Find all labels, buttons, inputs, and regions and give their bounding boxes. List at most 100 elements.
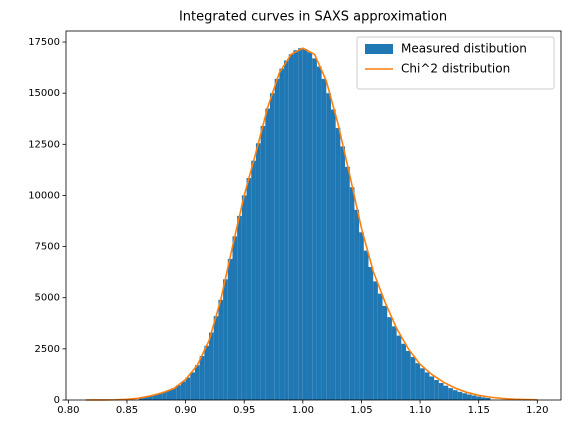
histogram-bar bbox=[260, 125, 266, 400]
histogram-bar bbox=[415, 363, 421, 400]
histogram-bar bbox=[377, 293, 383, 400]
histogram-bar bbox=[148, 395, 153, 400]
x-tick-label: 1.20 bbox=[526, 405, 548, 416]
histogram-bar bbox=[406, 350, 411, 400]
histogram-bar bbox=[321, 78, 327, 400]
histogram-bar bbox=[382, 305, 388, 400]
x-tick-label: 0.80 bbox=[57, 405, 79, 416]
histogram-bar bbox=[462, 393, 467, 400]
histogram-bar bbox=[255, 143, 261, 400]
histogram-bar bbox=[448, 388, 453, 400]
histogram-bar bbox=[171, 388, 177, 400]
histogram-bar bbox=[401, 343, 407, 400]
histogram-bar bbox=[274, 78, 280, 400]
legend-swatch bbox=[365, 44, 393, 54]
histogram-bar bbox=[138, 397, 144, 400]
legend-label: Chi^2 distribution bbox=[401, 62, 510, 76]
histogram-bar bbox=[176, 385, 181, 400]
histogram-bar bbox=[284, 60, 289, 401]
histogram-bar bbox=[157, 393, 163, 400]
histogram-bar bbox=[396, 335, 402, 400]
histogram-bar bbox=[391, 326, 397, 400]
histogram-bar bbox=[190, 372, 195, 400]
y-tick-label: 2500 bbox=[35, 344, 60, 355]
x-tick-label: 0.85 bbox=[116, 405, 138, 416]
x-tick-label: 1.00 bbox=[292, 405, 314, 416]
histogram-bar bbox=[368, 267, 374, 400]
x-tick-label: 1.05 bbox=[350, 405, 372, 416]
histogram-bar bbox=[476, 396, 482, 400]
histogram-bar bbox=[349, 187, 355, 400]
histogram-bar bbox=[387, 317, 392, 400]
histogram-bar bbox=[293, 50, 299, 401]
histogram-bar bbox=[246, 178, 252, 400]
y-tick-label: 0 bbox=[54, 395, 60, 406]
y-tick-label: 7500 bbox=[35, 242, 60, 253]
histogram-bar bbox=[152, 394, 158, 400]
histogram-bar bbox=[288, 54, 294, 401]
histogram-bar bbox=[194, 365, 200, 400]
histogram-bar bbox=[359, 232, 364, 400]
histogram-bar bbox=[466, 394, 472, 400]
legend-box bbox=[356, 36, 555, 90]
histogram-bar bbox=[185, 377, 191, 400]
histogram-bar bbox=[452, 390, 458, 400]
histogram-bar bbox=[180, 381, 186, 400]
histogram-bar bbox=[420, 368, 425, 400]
histogram-bar bbox=[438, 383, 444, 400]
histogram-bar bbox=[312, 58, 317, 401]
histogram-bar bbox=[251, 160, 256, 400]
histogram-bar bbox=[227, 258, 233, 400]
histogram-bar bbox=[457, 391, 463, 400]
histogram-bar bbox=[354, 209, 360, 400]
plot-frame bbox=[65, 30, 562, 401]
y-tick-label: 17500 bbox=[28, 37, 60, 48]
histogram-bar bbox=[223, 279, 228, 400]
x-tick-label: 1.10 bbox=[409, 405, 431, 416]
histogram-bar bbox=[298, 48, 303, 400]
histogram-bar bbox=[485, 397, 491, 400]
y-tick-label: 5000 bbox=[35, 293, 60, 304]
chart-title: Integrated curves in SAXS approximation bbox=[179, 10, 447, 25]
histogram-bar bbox=[213, 316, 219, 400]
histogram-bar bbox=[218, 299, 224, 400]
histogram-bar bbox=[443, 385, 449, 400]
histogram-bar bbox=[340, 146, 346, 400]
histogram-bar bbox=[265, 108, 271, 400]
x-tick-label: 1.15 bbox=[468, 405, 490, 416]
histogram-bar bbox=[330, 109, 336, 400]
histogram-bar bbox=[373, 281, 378, 400]
histogram-bar bbox=[410, 357, 416, 400]
histogram-bar bbox=[237, 215, 242, 400]
histogram-bar bbox=[279, 68, 285, 401]
x-tick-label: 0.90 bbox=[174, 405, 196, 416]
histogram-bar bbox=[316, 66, 322, 400]
x-tick-label: 0.95 bbox=[233, 405, 255, 416]
histogram-bar bbox=[471, 395, 477, 400]
histogram-bar bbox=[345, 166, 350, 400]
y-tick-label: 10000 bbox=[28, 190, 60, 201]
histogram-bar bbox=[270, 93, 275, 400]
histogram-bar bbox=[434, 379, 439, 400]
y-tick-label: 15000 bbox=[28, 88, 60, 99]
histogram-bar bbox=[424, 372, 430, 400]
histogram-bar bbox=[307, 52, 313, 400]
histogram-bar bbox=[143, 396, 149, 400]
legend-label: Measured distibution bbox=[401, 42, 527, 56]
histogram-bar bbox=[429, 376, 435, 400]
histogram-bar bbox=[199, 356, 205, 400]
histogram-bar bbox=[204, 345, 210, 400]
histogram-bar bbox=[481, 397, 486, 400]
y-tick-label: 12500 bbox=[28, 139, 60, 150]
histogram-bar bbox=[302, 49, 308, 401]
histogram-bar bbox=[326, 93, 331, 400]
histogram-bar bbox=[241, 195, 247, 400]
histogram-bar bbox=[363, 250, 369, 400]
histogram-bar bbox=[232, 236, 238, 400]
line bbox=[85, 47, 538, 401]
histogram-bar bbox=[162, 391, 167, 400]
histogram-bar bbox=[166, 390, 172, 400]
histogram-bar bbox=[209, 332, 214, 400]
histogram-bar bbox=[335, 127, 341, 401]
